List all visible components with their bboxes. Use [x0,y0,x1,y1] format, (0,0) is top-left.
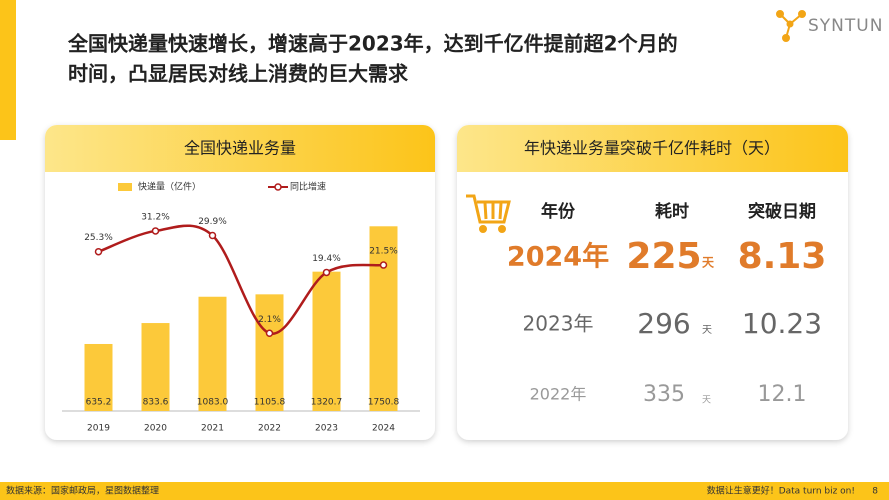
footer-source: 数据来源：国家邮政局，星图数据整理 [6,485,159,497]
bar [198,296,227,411]
line-point [151,227,160,235]
column-header: 耗时 [655,201,689,222]
footer-bar [0,482,889,500]
date-cell: 8.13 [738,236,827,277]
legend-swatch [274,183,282,191]
footer-slogan: 数据让生意更好！Data turn biz on! [707,485,855,497]
legend-swatch [118,183,132,191]
line-value-label: 29.9% [198,217,227,227]
x-tick-label: 2024 [372,424,395,434]
accent-strip [0,0,16,140]
legend-label: 同比增速 [290,181,326,193]
days-cell: 225 [626,236,701,277]
bar [369,226,398,411]
line-point [94,247,103,256]
line-point [379,261,388,269]
line-value-label: 21.5% [369,247,398,257]
year-cell: 2023年 [523,312,594,336]
line-value-label: 31.2% [141,212,170,222]
title-line: 全国快递量快速增长，增速高于2023年，达到千亿件提前超2个月的 [67,32,678,56]
days-unit: 天 [702,396,711,406]
line-point [322,268,331,277]
line-value-label: 2.1% [258,315,281,325]
title-line: 时间，凸显居民对线上消费的巨大需求 [68,62,409,86]
year-cell: 2024年 [507,241,609,273]
line-point [208,231,217,240]
bar-value-label: 1083.0 [197,398,229,408]
bar-value-label: 833.6 [143,398,169,408]
x-tick-label: 2022 [258,424,281,434]
logo-icon [776,10,806,42]
date-cell: 12.1 [758,382,807,407]
days-cell: 335 [643,382,685,407]
x-tick-label: 2023 [315,424,338,434]
page-number: 8 [872,487,878,497]
days-unit: 天 [702,325,712,336]
bar-value-label: 1105.8 [254,398,286,408]
line-point [265,329,274,338]
chart-title: 全国快递业务量 [184,139,296,158]
table-title: 年快递业务量突破千亿件耗时（天） [524,139,780,158]
date-cell: 10.23 [742,307,822,340]
bar-value-label: 1750.8 [368,398,400,408]
days-unit: 天 [702,256,715,270]
table-card [457,125,848,440]
card-header [457,125,848,172]
logo-text: SYNTUN [808,16,883,36]
line-value-label: 19.4% [312,254,341,264]
column-header: 年份 [541,201,576,222]
year-cell: 2022年 [530,385,587,404]
cart-icon [466,194,511,233]
line-value-label: 25.3% [84,233,113,243]
x-tick-label: 2020 [144,424,167,434]
bar [312,271,341,411]
x-tick-label: 2019 [87,424,110,434]
bar-value-label: 635.2 [86,398,112,408]
days-cell: 296 [637,307,690,340]
column-header: 突破日期 [748,201,816,222]
bar [255,294,284,411]
bar-value-label: 1320.7 [311,398,343,408]
legend-label: 快递量（亿件） [138,181,201,193]
bar [141,323,170,411]
card-header [45,125,435,172]
bar [84,343,113,411]
x-tick-label: 2021 [201,424,224,434]
